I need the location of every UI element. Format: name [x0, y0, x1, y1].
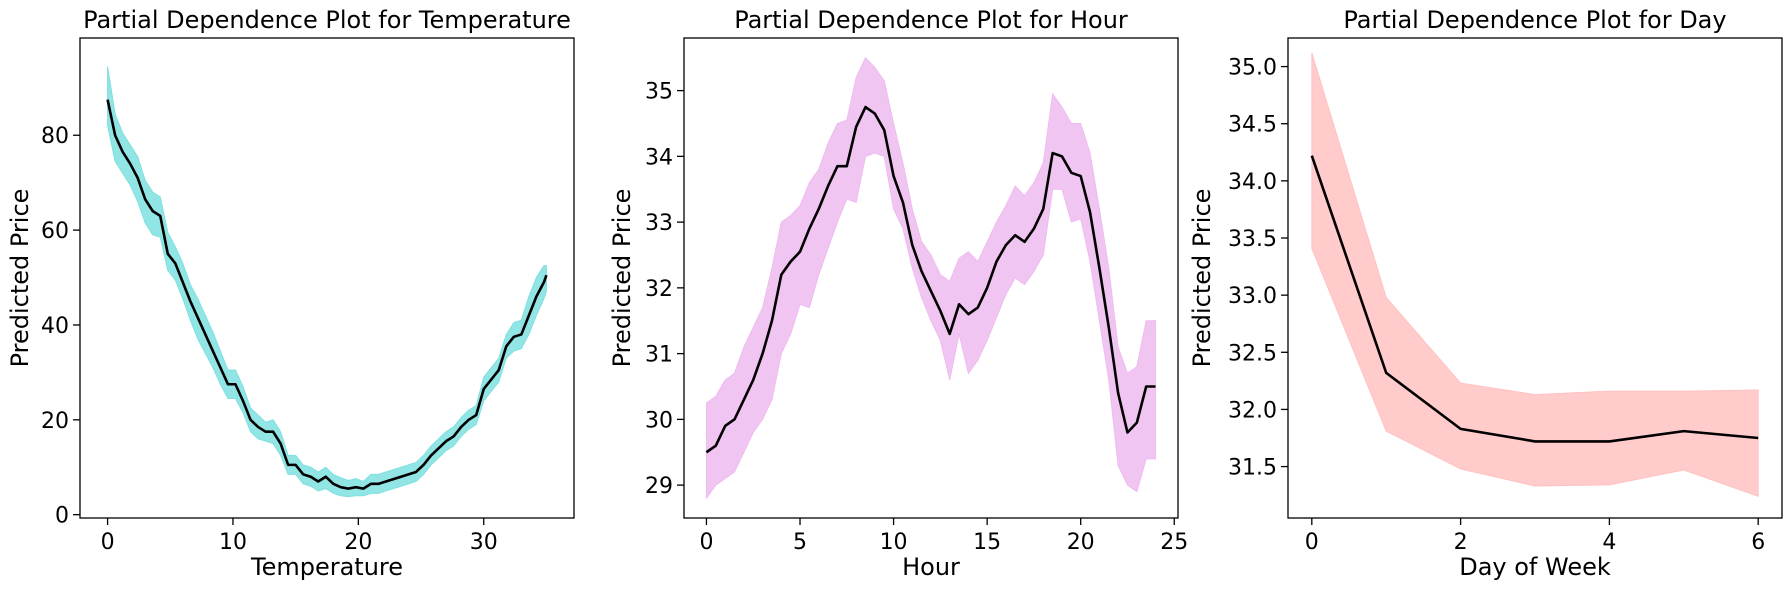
x-tick-label: 4: [1602, 530, 1616, 555]
plot-area: 0 5 10 15 20 25 29 30 31 32 33 34 35: [645, 56, 1188, 555]
confidence-band: [705, 56, 1157, 500]
y-tick-label: 40: [41, 314, 69, 339]
x-tick-label: 0: [1305, 530, 1319, 555]
y-axis-label: Predicted Price: [608, 189, 636, 368]
y-tick-label: 29: [645, 474, 673, 499]
x-tick-label: 5: [793, 530, 807, 555]
axes-frame: [683, 37, 1179, 519]
y-tick-label: 30: [645, 408, 673, 433]
plot-area: 0 2 4 6 31.5 32.0 32.5 33.0 33.5 34.0 34.5 35.0: [1228, 52, 1765, 555]
y-tick-label: 32.0: [1228, 398, 1277, 423]
y-tick-label: 31: [645, 343, 673, 368]
y-tick-label: 32: [645, 277, 673, 302]
y-tick-label: 35.0: [1228, 56, 1277, 81]
y-tick-label: 0: [55, 504, 69, 529]
mean-line: [106, 99, 548, 490]
y-tick-label: 32.5: [1228, 341, 1277, 366]
mean-line: [705, 105, 1156, 454]
y-tick-label: 34.5: [1228, 113, 1277, 138]
x-tick-label: 2: [1454, 530, 1468, 555]
y-tick-label: 35: [645, 80, 673, 105]
panel-title: Partial Dependence Plot for Hour: [734, 6, 1128, 34]
x-axis-label: Day of Week: [1459, 553, 1611, 581]
y-tick-label: 33: [645, 211, 673, 236]
x-tick-label: 20: [344, 530, 372, 555]
x-tick-label: 15: [973, 530, 1001, 555]
y-tick-label: 31.5: [1228, 456, 1277, 481]
x-axis-label: Temperature: [250, 553, 403, 581]
x-axis-label: Hour: [902, 553, 960, 581]
x-tick-label: 20: [1067, 530, 1095, 555]
axes-frame: [1287, 37, 1783, 519]
panel-title: Partial Dependence Plot for Temperature: [83, 6, 571, 34]
x-tick-label: 25: [1160, 530, 1188, 555]
y-tick-label: 60: [41, 219, 69, 244]
y-tick-label: 20: [41, 409, 69, 434]
x-tick-label: 30: [470, 530, 498, 555]
x-tick-label: 10: [219, 530, 247, 555]
y-tick-label: 80: [41, 124, 69, 149]
x-tick-label: 0: [699, 530, 713, 555]
y-tick-label: 33.0: [1228, 284, 1277, 309]
x-tick-label: 6: [1751, 530, 1765, 555]
panel-title: Partial Dependence Plot for Day: [1343, 6, 1726, 34]
y-tick-label: 33.5: [1228, 227, 1277, 252]
axes-frame: [79, 37, 575, 519]
mean-line: [1310, 155, 1759, 443]
y-axis-label: Predicted Price: [1188, 189, 1216, 368]
x-tick-label: 10: [880, 530, 908, 555]
confidence-band: [107, 66, 547, 498]
plot-area: 0 10 20 30 0 20 40 60 80: [41, 66, 548, 555]
y-tick-label: 34: [645, 145, 673, 170]
y-tick-label: 34.0: [1228, 170, 1277, 195]
panel-hour: Partial Dependence Plot for Hour 0 5 10 15 2…: [608, 6, 1188, 581]
panel-day: Partial Dependence Plot for Day 0 2 4 6 31.5…: [1188, 6, 1783, 581]
x-tick-label: 0: [101, 530, 115, 555]
panel-temperature: Partial Dependence Plot for Temperature …: [6, 6, 575, 581]
y-axis-label: Predicted Price: [6, 189, 34, 368]
confidence-band: [1311, 52, 1759, 497]
